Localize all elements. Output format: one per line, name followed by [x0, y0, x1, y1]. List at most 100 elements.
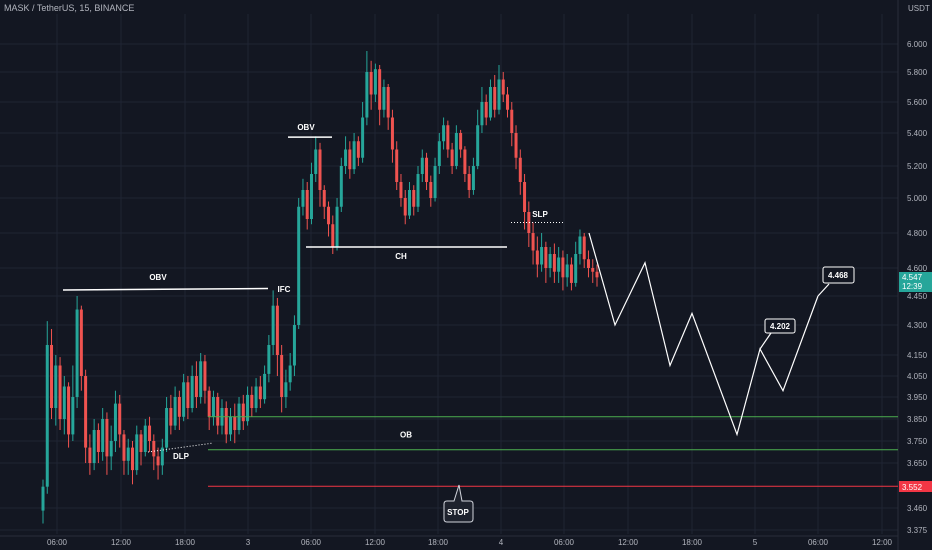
candle-body: [463, 149, 467, 174]
candle-body: [561, 257, 565, 278]
candle-body: [382, 87, 386, 110]
y-tick-label: 5.000: [907, 194, 928, 203]
candle-body: [207, 390, 211, 417]
candle-body: [327, 206, 331, 225]
candle-body: [182, 382, 186, 417]
candle-body: [569, 264, 573, 283]
candle-body: [429, 182, 433, 198]
candle-body: [67, 386, 71, 435]
candle-body: [156, 456, 160, 466]
candle-body: [467, 174, 471, 190]
candle-body: [365, 72, 369, 118]
candle-body: [506, 94, 510, 110]
candle-body: [403, 198, 407, 216]
current-price-label: 4.547: [902, 273, 923, 282]
target-2-pointer: [817, 283, 830, 297]
candle-body: [399, 182, 403, 198]
candle-body: [211, 397, 215, 417]
candle-body: [420, 157, 424, 174]
candle-body: [71, 397, 75, 435]
y-tick-label: 3.460: [907, 504, 928, 513]
y-tick-label: 4.800: [907, 229, 928, 238]
candle-body: [395, 149, 399, 182]
candle-body: [433, 166, 437, 198]
candle-body: [454, 133, 458, 166]
y-tick-label: 3.750: [907, 437, 928, 446]
x-tick-label: 12:00: [618, 538, 639, 547]
candle-body: [548, 254, 552, 268]
candle-body: [169, 408, 173, 426]
candle-body: [565, 264, 569, 278]
obv-high-label: OBV: [297, 123, 315, 132]
stop-price-label: 3.552: [902, 483, 923, 492]
x-tick-label: 06:00: [301, 538, 322, 547]
x-tick-label: 06:00: [554, 538, 575, 547]
x-tick-label: 12:00: [111, 538, 132, 547]
candle-body: [165, 408, 169, 448]
candle-body: [309, 174, 313, 219]
candle-body: [241, 403, 245, 422]
candle-body: [361, 117, 365, 158]
candle-body: [58, 365, 62, 419]
ch-label: CH: [395, 252, 407, 261]
candle-body: [378, 69, 382, 110]
candle-body: [322, 190, 326, 207]
current-price-tag: [899, 272, 932, 292]
candle-body: [480, 102, 484, 126]
candle-body: [45, 345, 49, 487]
candle-body: [493, 87, 497, 110]
candle-body: [275, 305, 279, 355]
candle-body: [510, 109, 514, 133]
candle-body: [148, 425, 152, 441]
stop-callout-label: STOP: [447, 508, 469, 517]
candle-body: [224, 408, 228, 435]
candle-body: [229, 416, 233, 435]
candle-body: [356, 141, 360, 158]
target-1-label: 4.202: [770, 322, 791, 331]
x-tick-label: 06:00: [47, 538, 68, 547]
candle-body: [173, 397, 177, 426]
candle-body: [122, 434, 126, 461]
candle-body: [450, 149, 454, 166]
x-tick-label: 06:00: [808, 538, 829, 547]
candle-body: [92, 430, 96, 463]
candle-body: [271, 305, 275, 345]
stop-price-tag: [899, 481, 932, 492]
y-tick-label: 3.850: [907, 415, 928, 424]
candle-body: [284, 382, 288, 397]
candle-body: [339, 166, 343, 207]
candle-body: [407, 190, 411, 216]
x-tick-label: 3: [246, 538, 251, 547]
candle-body: [557, 257, 561, 272]
candle-body: [586, 259, 590, 268]
candle-body: [50, 345, 54, 408]
candle-body: [190, 376, 194, 408]
candle-body: [352, 141, 356, 170]
candle-body: [591, 268, 595, 272]
candle-body: [130, 447, 134, 471]
candle-body: [280, 355, 284, 397]
candle-body: [113, 403, 117, 441]
candle-body: [118, 403, 122, 435]
candle-body: [318, 149, 322, 190]
price-unit: USDT: [908, 4, 930, 13]
candle-body: [62, 386, 66, 419]
x-tick-label: 12:00: [365, 538, 386, 547]
candle-body: [373, 69, 377, 95]
candle-body: [152, 441, 156, 457]
candle-body: [288, 365, 292, 383]
candle-body: [501, 79, 505, 95]
candle-body: [369, 72, 373, 95]
candle-body: [216, 397, 220, 426]
candle-body: [437, 141, 441, 166]
candle-body: [488, 87, 492, 118]
target-1-pointer: [759, 332, 772, 350]
candle-body: [194, 376, 198, 397]
candle-body: [75, 309, 79, 397]
candle-body: [79, 309, 83, 376]
candle-body: [595, 271, 599, 278]
y-tick-label: 3.950: [907, 393, 928, 402]
candle-body: [233, 416, 237, 430]
obv-low-line: [62, 287, 269, 291]
